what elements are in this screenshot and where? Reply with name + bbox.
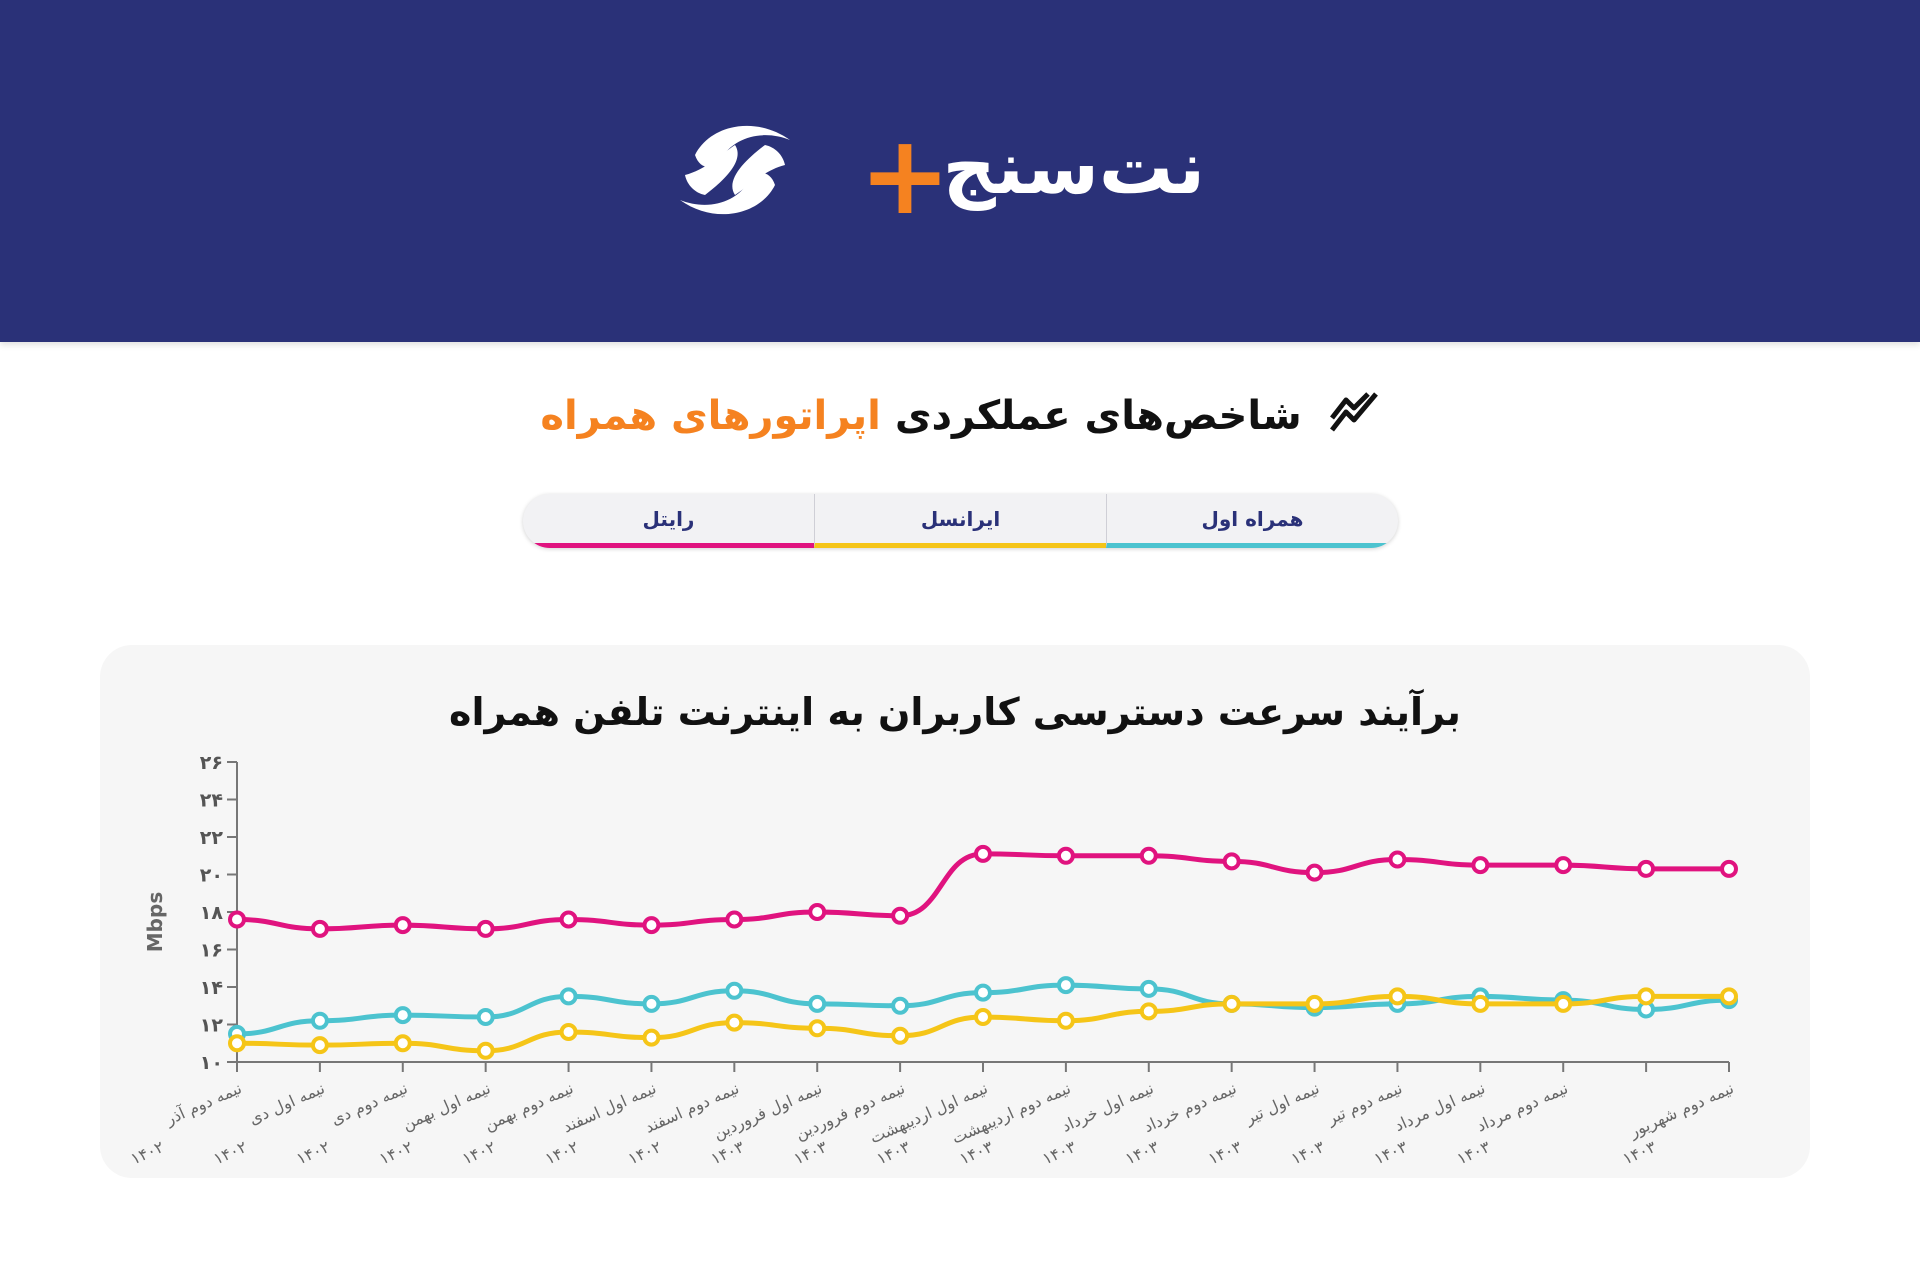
y-tick-label: ۱۶ bbox=[200, 940, 223, 962]
data-point bbox=[1139, 979, 1158, 998]
data-point bbox=[1139, 846, 1158, 865]
data-point bbox=[476, 919, 495, 938]
tab-label: ایرانسل bbox=[920, 506, 1001, 531]
data-point bbox=[1305, 863, 1324, 882]
data-point bbox=[228, 1034, 246, 1053]
data-point bbox=[1139, 1002, 1158, 1021]
series-line-0 bbox=[236, 851, 1729, 932]
tab-label: رایتل bbox=[642, 506, 695, 531]
data-point bbox=[559, 910, 578, 929]
data-point bbox=[1222, 852, 1241, 871]
logo-icon bbox=[680, 125, 790, 215]
y-tick-label: ۲۲ bbox=[200, 827, 224, 849]
tab-label: همراه اول bbox=[1201, 506, 1304, 531]
y-tick-label: ۱۰ bbox=[200, 1052, 223, 1074]
x-tick-label: نیمه دوم شهریور۱۴۰۳ bbox=[1611, 1078, 1746, 1168]
operator-tabs: همراه اول ایرانسل رایتل bbox=[523, 494, 1398, 548]
data-point bbox=[974, 1008, 992, 1026]
data-point bbox=[1471, 856, 1490, 875]
tab-irancell[interactable]: ایرانسل bbox=[814, 494, 1106, 548]
data-point bbox=[891, 906, 910, 925]
svg-text:نت‌سنج: نت‌سنج bbox=[943, 125, 1205, 211]
data-point bbox=[1720, 987, 1738, 1006]
y-tick-label: ۱۴ bbox=[200, 977, 223, 999]
data-point bbox=[1637, 987, 1656, 1006]
data-point bbox=[476, 1041, 495, 1060]
data-point bbox=[808, 1019, 827, 1038]
data-point bbox=[642, 916, 661, 935]
data-point bbox=[1056, 976, 1075, 995]
y-tick-label: ۲۶ bbox=[200, 752, 223, 774]
data-point bbox=[1554, 994, 1573, 1013]
data-point bbox=[891, 1026, 910, 1045]
data-point bbox=[310, 1011, 329, 1030]
data-point bbox=[1637, 859, 1656, 878]
chart-title: برآیند سرعت دسترسی کاربران به اینترنت تل… bbox=[449, 688, 1461, 734]
data-point bbox=[974, 983, 992, 1002]
y-tick-label: ۲۰ bbox=[200, 865, 223, 887]
page-title-main: شاخص‌های عملکردی bbox=[894, 393, 1302, 439]
data-point bbox=[642, 994, 661, 1013]
y-tick-label: ۱۸ bbox=[200, 902, 224, 924]
data-point bbox=[310, 919, 329, 938]
y-tick-label: ۱۲ bbox=[200, 1015, 224, 1037]
trend-chart-icon bbox=[1328, 390, 1380, 446]
line-chart: برآیند سرعت دسترسی کاربران به اینترنت تل… bbox=[128, 688, 1746, 1168]
tab-rightel[interactable]: رایتل bbox=[523, 494, 814, 548]
data-point bbox=[393, 1034, 412, 1053]
data-point bbox=[393, 916, 412, 935]
data-point bbox=[1388, 987, 1407, 1006]
data-point bbox=[310, 1036, 329, 1055]
y-axis-label: Mbps bbox=[143, 892, 167, 952]
data-point bbox=[1222, 994, 1241, 1013]
page-title-accent: اپراتورهای همراه bbox=[540, 393, 881, 439]
data-point bbox=[1056, 1011, 1075, 1030]
data-point bbox=[1388, 850, 1407, 869]
data-point bbox=[725, 1013, 744, 1032]
data-point bbox=[559, 1023, 578, 1041]
tab-hamrah-aval[interactable]: همراه اول bbox=[1106, 494, 1398, 548]
data-point bbox=[1554, 856, 1573, 875]
page-title: شاخص‌های عملکردی اپراتورهای همراه bbox=[0, 390, 1920, 446]
data-point bbox=[725, 981, 744, 1000]
data-point bbox=[891, 996, 910, 1015]
data-point bbox=[228, 910, 246, 929]
chart-card: برآیند سرعت دسترسی کاربران به اینترنت تل… bbox=[100, 645, 1810, 1178]
data-point bbox=[559, 987, 578, 1006]
logo: نت‌سنج + bbox=[860, 118, 1205, 228]
data-point bbox=[974, 844, 992, 863]
data-point bbox=[1056, 846, 1075, 865]
data-point bbox=[808, 903, 827, 921]
data-point bbox=[808, 994, 827, 1013]
svg-text:+: + bbox=[860, 118, 951, 228]
data-point bbox=[642, 1028, 661, 1047]
data-point bbox=[725, 910, 744, 929]
y-tick-label: ۲۴ bbox=[200, 790, 223, 812]
data-point bbox=[476, 1008, 495, 1026]
header: نت‌سنج + bbox=[0, 0, 1920, 342]
data-point bbox=[393, 1006, 412, 1025]
data-point bbox=[1720, 859, 1738, 878]
data-point bbox=[1471, 994, 1490, 1013]
data-point bbox=[1305, 994, 1324, 1013]
